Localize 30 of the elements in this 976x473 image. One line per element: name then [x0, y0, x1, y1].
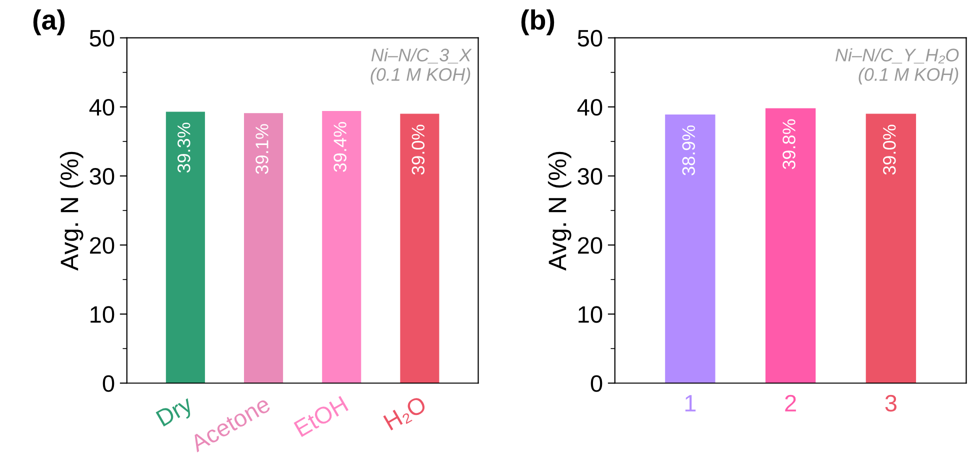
data-label: 38.9% [682, 125, 696, 176]
y-tick-label: 50 [578, 30, 602, 47]
y-axis-title: Avg. N (%) [60, 152, 84, 271]
y-tick-label: 10 [578, 306, 602, 323]
y-axis-title: Avg. N (%) [548, 152, 572, 271]
y-tick-label: 40 [89, 98, 114, 116]
data-label: 39.8% [782, 119, 796, 170]
data-label: 39.0% [412, 124, 425, 175]
y-tick-label: 20 [90, 237, 114, 254]
x-tick-label: 1 [685, 395, 696, 412]
data-label: 39.1% [256, 124, 268, 174]
data-label: 39.3% [178, 122, 190, 173]
chart-title: (b) [521, 9, 554, 36]
y-tick-label: 0 [102, 375, 114, 392]
y-tick-label: 30 [578, 168, 602, 185]
x-tick-label: 2 [785, 394, 796, 412]
chart-title: (a) [33, 9, 65, 36]
y-tick-label: 50 [90, 30, 114, 47]
annotation: Ni–N/C_3_X (0.1 M KOH) [370, 48, 472, 84]
y-tick-label: 40 [577, 98, 602, 116]
y-tick-label: 30 [90, 168, 114, 185]
y-tick-label: 0 [590, 375, 602, 392]
y-tick-label: 10 [90, 306, 114, 323]
y-tick-label: 20 [578, 237, 602, 254]
data-label: 39.0% [883, 124, 896, 175]
annotation: Ni–N/C_Y_H₂O (0.1 M KOH) [835, 48, 959, 84]
x-tick-label: H₂O [383, 395, 428, 432]
x-tick-label: Dry [156, 395, 196, 431]
x-tick-label: 3 [885, 394, 896, 412]
data-label: 39.4% [334, 122, 346, 172]
